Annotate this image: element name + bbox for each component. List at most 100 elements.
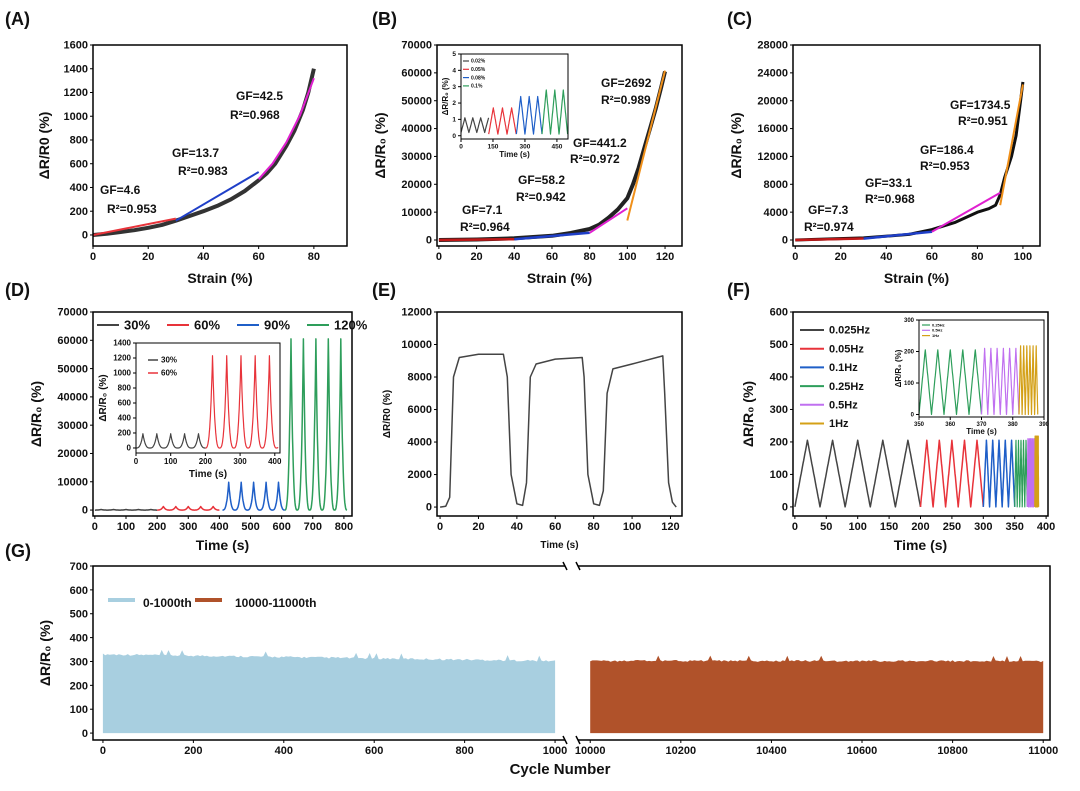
annotation-label: R²=0.968 [865,192,915,206]
x-tick-label: 60 [549,521,561,533]
annotation-label: GF=4.6 [100,183,141,197]
series-line-0 [136,433,206,449]
series-group [795,81,1025,242]
annotation-label: GF=186.4 [920,143,974,157]
y-tick-label: 28000 [757,40,788,52]
x-tick-label: 0 [792,251,798,263]
y-tick-label: 0 [426,235,432,247]
legend-label: 1Hz [829,418,849,430]
series-line-2 [982,439,1016,508]
x-tick-label: 0 [436,251,442,263]
x-axis-label: Time (s) [540,540,578,551]
x-tick-label: 150 [488,144,499,151]
x-tick-label: 0 [437,521,443,533]
y-tick-label: 1400 [64,63,88,75]
y-tick-label: 20000 [757,95,788,107]
series-line-0 [919,349,983,416]
y-tick-label: 0 [452,133,456,140]
y-tick-label: 8000 [408,372,432,384]
y-tick-label: 40000 [57,392,88,404]
series-band-0 [102,649,556,734]
legend-label: 30% [161,356,177,365]
legend-label: 0.1% [471,84,483,90]
series-group [136,355,279,449]
plot-frame [92,311,353,517]
x-tick-label: 500 [241,521,259,533]
x-tick-label: 350 [1006,521,1024,533]
series-line-1 [488,107,517,135]
y-tick-label: 100 [70,704,88,716]
y-tick-label: 700 [70,561,88,573]
x-axis-label: Time (s) [966,427,997,436]
y-tick-label: 24000 [757,68,788,80]
legend-label: 0-1000th [143,596,192,610]
series-line-0 [439,353,677,508]
x-tick-label: 370 [976,422,987,428]
panel-2: 0 150 300 450 0 1 2 3 4 5 Time (s) ΔR/R₀ (%) [441,51,569,159]
legend-label: 10000-11000th [235,596,316,610]
x-tick-label: 800 [455,745,473,757]
series-line-2 [175,171,260,222]
y-tick-label: 0 [782,502,788,514]
x-tick-label: 100 [618,251,636,263]
y-tick-label: 12000 [401,307,432,319]
y-tick-label: 8000 [764,179,788,191]
legend-label: 0.1Hz [829,362,858,374]
axis-break-mark [575,735,581,745]
x-tick-label: 100 [623,521,641,533]
y-tick-label: 10000 [401,339,432,351]
y-tick-label: 60000 [57,335,88,347]
annotation-label: R²=0.983 [178,164,228,178]
y-axis-label: ΔR/R0 (%) [36,112,52,180]
panel-label: (D) [5,280,30,300]
x-tick-label: 390 [1039,422,1050,428]
y-tick-label: 500 [770,339,788,351]
x-tick-label: 80 [588,521,600,533]
series-band-1 [590,655,1044,734]
panel-5: 0 100 200 300 400 0 200 400 600 800 1000 1200 1400 Ti… [98,339,282,480]
axis-break-mark [562,735,568,745]
legend-label: 0.05Hz [829,343,864,355]
y-tick-label: 4000 [408,437,432,449]
x-tick-label: 100 [849,521,867,533]
legend-label: 0.25Hz [932,322,945,327]
panel-6: 0 20 40 60 80 100 120 0 2000 4000 6000 8000 10000 120… [372,280,683,551]
panel-label: (E) [372,280,396,300]
y-tick-label: 300 [70,656,88,668]
x-tick-label: 350 [914,422,925,428]
plot-frame [436,44,683,247]
y-tick-label: 0 [82,505,88,517]
x-tick-label: 20 [835,251,847,263]
x-tick-label: 10600 [847,745,878,757]
legend-label: 0.025Hz [829,325,870,337]
x-tick-label: 120 [661,521,679,533]
x-tick-label: 20 [472,521,484,533]
legend-label: 0.25Hz [829,381,864,393]
x-tick-label: 600 [365,745,383,757]
y-tick-label: 2 [452,100,456,107]
y-tick-label: 6000 [408,404,432,416]
x-axis-label: Time (s) [894,537,947,553]
panel-0: 0 20 40 60 8002004006008001000120014001600St… [5,9,348,286]
legend-label: 0.05% [471,67,486,73]
x-tick-label: 450 [551,144,562,151]
legend-label: 0.5Hz [829,399,858,411]
x-tick-label: 800 [335,521,353,533]
y-tick-label: 30000 [401,151,432,163]
x-axis-label: Time (s) [189,469,227,480]
x-tick-label: 200 [911,521,929,533]
y-tick-label: 400 [70,182,88,194]
y-tick-label: 400 [770,372,788,384]
series-line-3 [589,207,628,234]
y-tick-label: 1200 [113,354,131,363]
series-line-2 [1018,345,1039,416]
x-tick-label: 20 [142,251,154,263]
x-tick-label: 300 [974,521,992,533]
series-group [94,338,348,511]
legend-label: 120% [334,317,368,332]
x-axis-label: Cycle Number [510,761,611,778]
legend-label: 30% [124,317,150,332]
panel-label: (F) [727,280,750,300]
x-tick-label: 10800 [937,745,968,757]
y-tick-label: 200 [770,437,788,449]
